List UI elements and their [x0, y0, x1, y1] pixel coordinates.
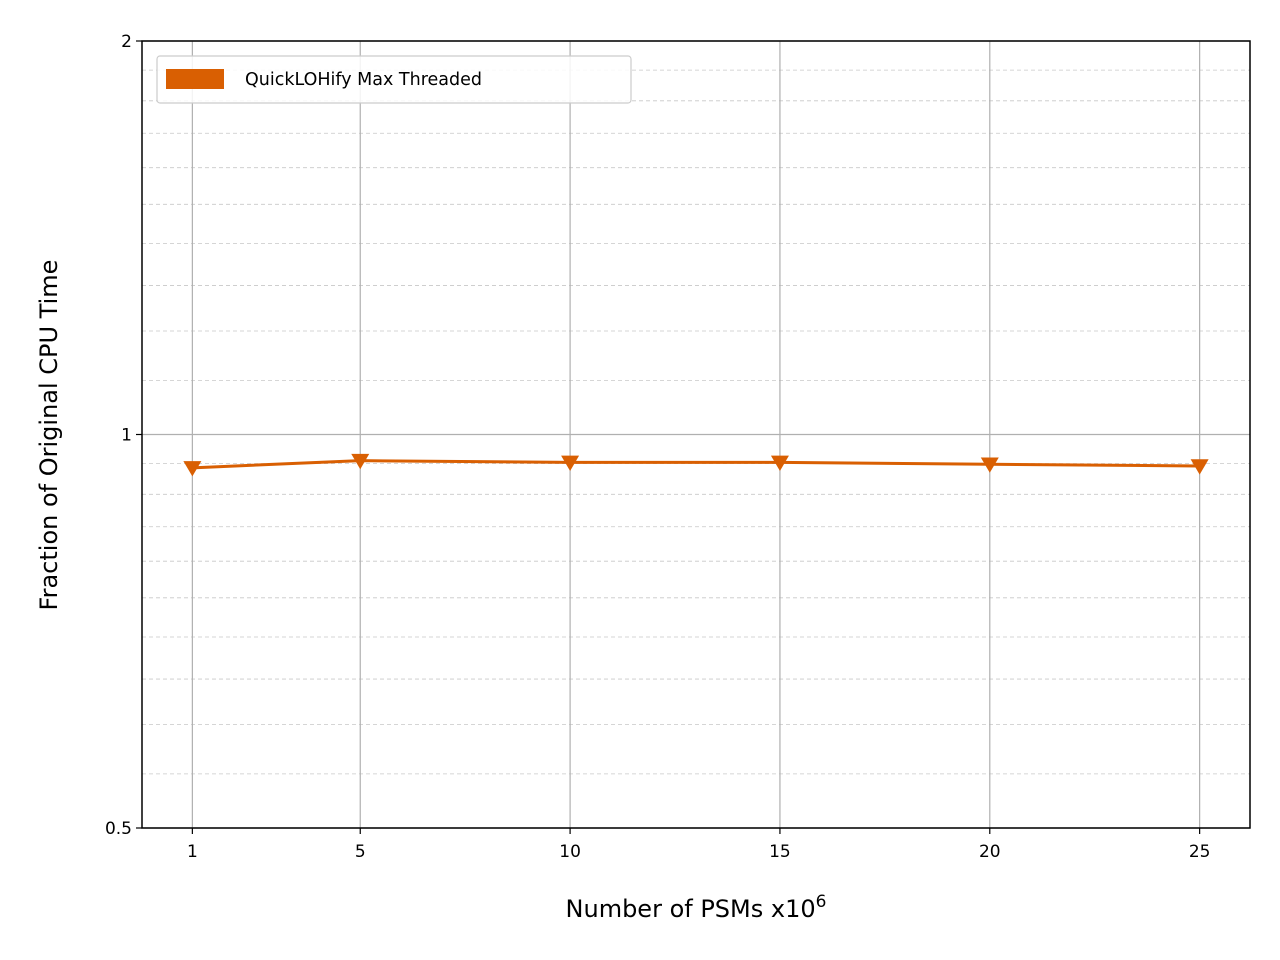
- x-tick-label: 5: [355, 842, 366, 862]
- minor-gridlines: [142, 69, 1250, 775]
- y-tick-label: 1: [121, 426, 132, 446]
- y-axis-title: Fraction of Original CPU Time: [35, 260, 63, 611]
- legend-frame: [156, 55, 632, 104]
- y-tick-label: 2: [121, 32, 132, 52]
- legend-label: QuickLOHify Max Threaded: [245, 70, 482, 90]
- x-axis-title: Number of PSMs x106: [566, 892, 827, 923]
- x-tick-label: 20: [979, 842, 1001, 862]
- y-tick-label: 0.5: [105, 819, 132, 839]
- x-axis-ticks: 1 5 10 15 20 25: [187, 828, 1211, 862]
- x-tick-label: 15: [769, 842, 791, 862]
- x-tick-label: 10: [559, 842, 581, 862]
- data-point-marker: [1190, 459, 1209, 475]
- x-axis-title-superscript: 6: [816, 892, 827, 912]
- y-axis-ticks: 0.5 1 2: [105, 32, 142, 839]
- data-point-marker: [980, 457, 999, 473]
- x-tick-label: 1: [187, 842, 198, 862]
- series-layer: [183, 453, 1209, 477]
- data-point-marker: [351, 453, 370, 470]
- data-point-marker: [770, 455, 789, 471]
- legend: QuickLOHify Max Threaded: [156, 55, 632, 104]
- data-point-marker: [561, 455, 580, 471]
- data-point-marker: [183, 461, 202, 477]
- legend-swatch: [166, 69, 224, 89]
- series-line: [192, 459, 1200, 470]
- x-tick-label: 25: [1189, 842, 1211, 862]
